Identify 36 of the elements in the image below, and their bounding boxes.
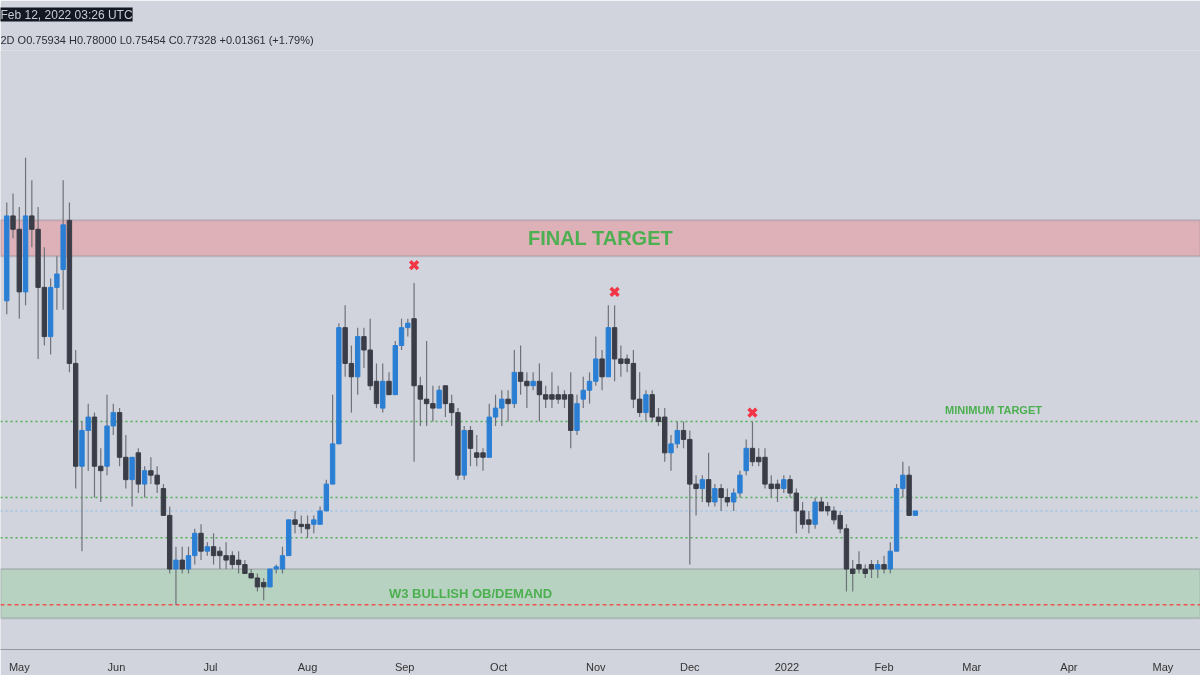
candlestick xyxy=(599,349,605,391)
candlestick xyxy=(198,523,204,561)
candlestick xyxy=(705,452,712,508)
band-label: W3 BULLISH OB/DEMAND xyxy=(388,586,553,602)
x-tick-label: Jul xyxy=(203,660,218,673)
ref-line-label: MINIMUM TARGET xyxy=(945,403,1043,416)
candlestick xyxy=(812,496,818,530)
candlestick xyxy=(436,385,442,409)
x-tick-label: Nov xyxy=(586,660,607,673)
x-tick-label: Sep xyxy=(394,660,415,673)
candlestick xyxy=(881,555,887,575)
x-tick-label: Feb xyxy=(874,660,894,673)
candlestick xyxy=(141,465,148,499)
candlestick xyxy=(467,425,474,467)
candlestick xyxy=(129,456,135,508)
candlestick xyxy=(643,389,649,423)
chart-title: Feb 12, 2022 03:26 UTC xyxy=(0,7,133,22)
candlestick xyxy=(699,474,706,503)
x-tick-label: 2022 xyxy=(774,660,800,673)
candlestick xyxy=(505,389,511,423)
x-tick-label: Oct xyxy=(490,660,508,673)
x-tick-label: May xyxy=(1152,660,1174,673)
x-tick-label: Mar xyxy=(962,660,982,673)
band-label: FINAL TARGET xyxy=(527,227,673,250)
candlestick xyxy=(386,371,392,396)
x-tick-label: Jun xyxy=(107,660,126,673)
x-tick-label: Dec xyxy=(680,660,701,673)
candlestick xyxy=(530,371,536,391)
candlestick xyxy=(179,546,185,575)
candlestick xyxy=(712,483,718,508)
x-tick-label: Apr xyxy=(1060,660,1078,673)
candlestick xyxy=(743,438,749,476)
chart-subtitle: 2D O0.75934 H0.78000 L0.75454 C0.77328 +0.01361 (+1.79%) xyxy=(0,33,314,46)
x-tick-label: May xyxy=(8,660,31,673)
candlestick xyxy=(173,546,179,606)
x-tick-label: Aug xyxy=(297,660,318,673)
